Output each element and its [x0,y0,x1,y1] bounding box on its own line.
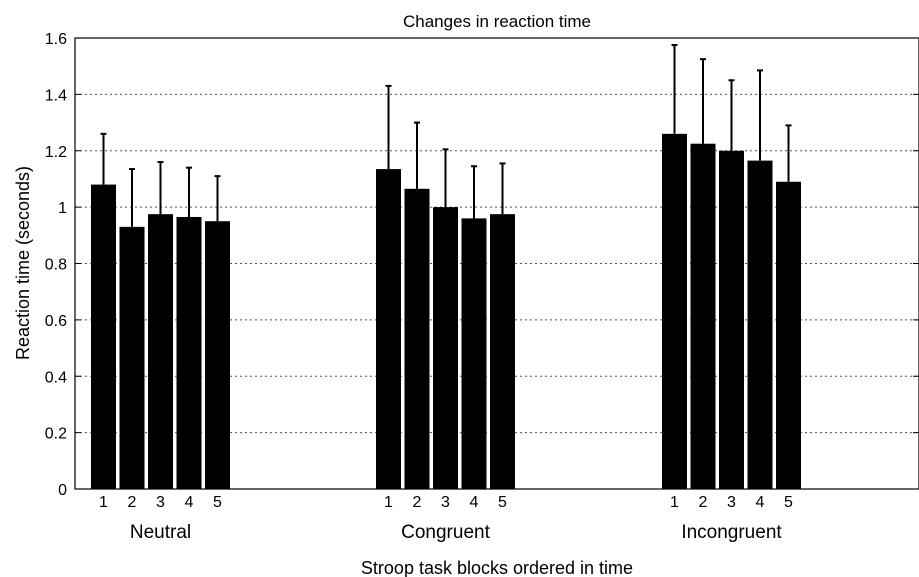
x-tick-label: 2 [413,494,422,511]
y-axis: 0 0.2 0.4 0.6 0.8 1 1.2 1.4 1.6 [45,31,919,499]
bar [690,143,716,489]
y-tick-label: 1.2 [45,144,67,161]
x-tick-label: 3 [727,494,736,511]
chart-title: Changes in reaction time [403,12,591,31]
x-tick-label: 3 [441,494,450,511]
y-tick-label: 0.8 [45,257,67,274]
y-tick-label: 1.6 [45,31,67,48]
y-tick-label: 1 [58,200,67,217]
y-tick-label: 0.6 [45,313,67,330]
x-tick-label: 3 [156,494,165,511]
y-tick-label: 0.2 [45,426,67,443]
bar [747,160,773,489]
bar [376,169,401,489]
x-tick-label: 2 [699,494,708,511]
x-tick-label: 2 [128,494,137,511]
bar [461,218,487,489]
x-tick-label: 5 [213,494,222,511]
y-tick-label: 0 [58,482,67,499]
bar [176,216,202,489]
bar [776,181,801,489]
group-label: Congruent [401,522,490,543]
x-tick-label: 1 [99,494,108,511]
x-tick-label: 5 [784,494,793,511]
x-axis-label: Stroop task blocks ordered in time [361,558,633,577]
y-tick-label: 1.4 [45,87,67,104]
x-tick-label: 4 [756,494,765,511]
bars [91,133,801,489]
x-tick-label: 5 [498,494,507,511]
y-tick-label: 0.4 [45,369,67,386]
x-tick-label: 1 [670,494,679,511]
x-tick-label: 1 [384,494,393,511]
x-tick-label: 4 [470,494,479,511]
bar [662,133,687,489]
bar [404,188,430,489]
bar [91,184,116,489]
bar [433,207,458,489]
group-label: Incongruent [681,522,782,543]
error-bars [100,44,792,227]
bar [205,221,230,489]
x-axis-block-labels: 1 2 3 4 5 1 2 3 4 5 1 2 3 4 5 [99,494,793,511]
x-tick-label: 4 [185,494,194,511]
bar [119,226,145,489]
y-axis-label: Reaction time (seconds) [13,166,33,360]
bar [490,214,515,489]
group-labels: Neutral Congruent Incongruent [130,522,783,543]
group-label: Neutral [130,522,191,543]
bar [148,214,173,489]
bar [719,150,744,489]
